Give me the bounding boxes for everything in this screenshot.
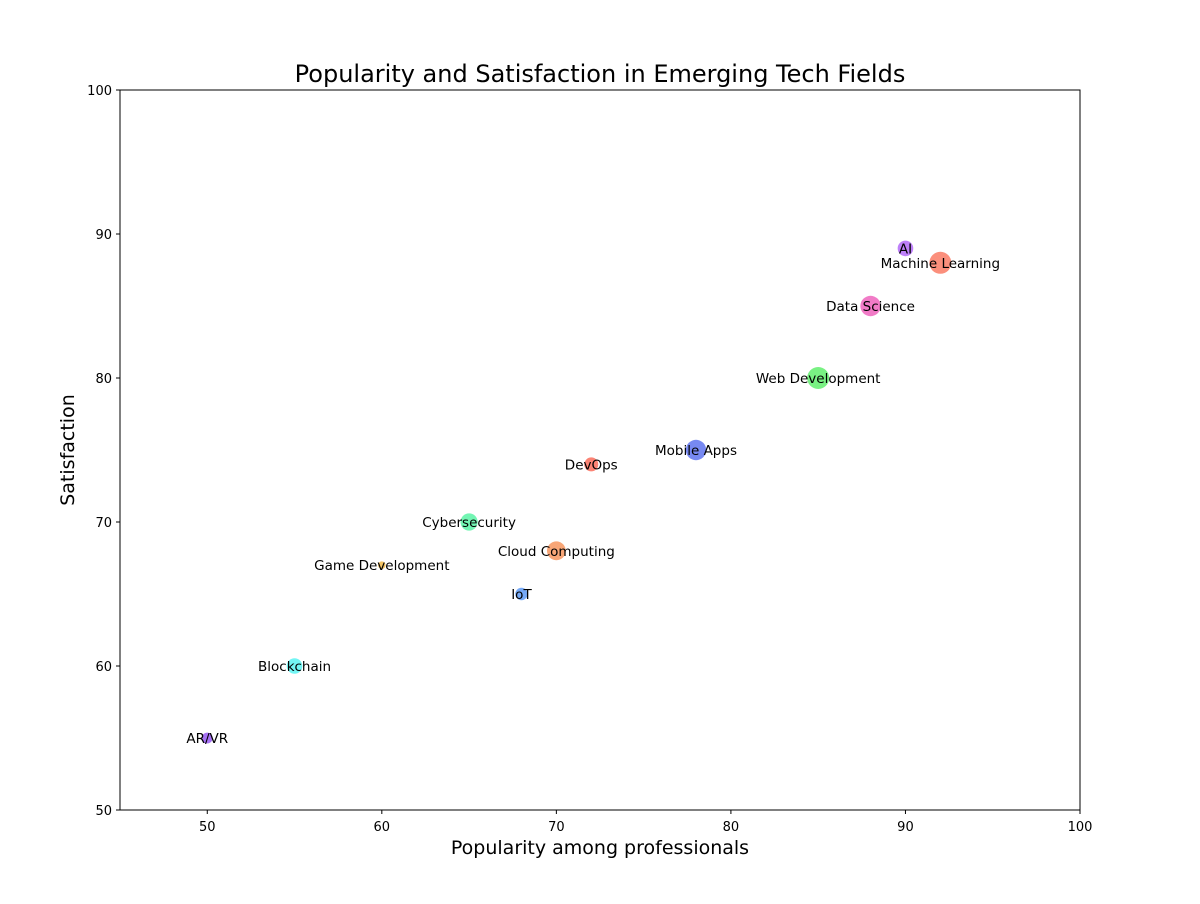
point-label: Mobile Apps xyxy=(655,443,737,459)
data-point xyxy=(807,367,830,389)
data-point xyxy=(897,240,914,257)
data-point xyxy=(546,541,566,561)
data-point xyxy=(685,439,707,461)
y-tick-label: 60 xyxy=(95,660,112,675)
point-label: Cloud Computing xyxy=(498,544,615,560)
data-point xyxy=(515,587,528,601)
point-label: Game Development xyxy=(314,558,449,574)
x-tick-label: 60 xyxy=(374,820,391,835)
y-tick-label: 70 xyxy=(95,516,112,531)
points-layer xyxy=(201,240,952,744)
point-label: DevOps xyxy=(565,457,618,473)
point-label: Machine Learning xyxy=(881,256,1000,272)
data-point xyxy=(860,295,881,317)
y-axis-ticks: 50 60 70 80 90 100 xyxy=(87,84,120,819)
y-tick-label: 50 xyxy=(95,804,112,819)
data-point xyxy=(286,658,303,674)
x-tick-label: 50 xyxy=(199,820,216,835)
x-tick-label: 100 xyxy=(1068,820,1093,835)
chart-title: Popularity and Satisfaction in Emerging … xyxy=(295,60,906,88)
point-label: AR/VR xyxy=(186,731,228,747)
y-tick-label: 100 xyxy=(87,84,112,99)
data-point xyxy=(584,457,599,472)
data-point xyxy=(378,561,386,569)
point-label: AI xyxy=(899,241,912,257)
y-axis-label: Satisfaction xyxy=(57,394,79,506)
data-point xyxy=(929,251,952,274)
x-tick-label: 90 xyxy=(897,820,914,835)
point-label: Cybersecurity xyxy=(422,515,516,531)
data-point xyxy=(460,513,478,531)
y-tick-label: 80 xyxy=(95,372,112,387)
x-tick-label: 80 xyxy=(723,820,740,835)
data-point xyxy=(201,732,213,744)
y-tick-label: 90 xyxy=(95,228,112,243)
point-label: IoT xyxy=(511,587,532,603)
x-axis-ticks: 50 60 70 80 90 100 xyxy=(199,810,1092,835)
x-axis-label: Popularity among professionals xyxy=(451,837,749,859)
point-label: Blockchain xyxy=(258,659,331,675)
x-tick-label: 70 xyxy=(548,820,565,835)
point-label: Web Development xyxy=(756,371,881,387)
plot-frame xyxy=(119,89,1081,811)
point-label: Data Science xyxy=(826,299,915,315)
